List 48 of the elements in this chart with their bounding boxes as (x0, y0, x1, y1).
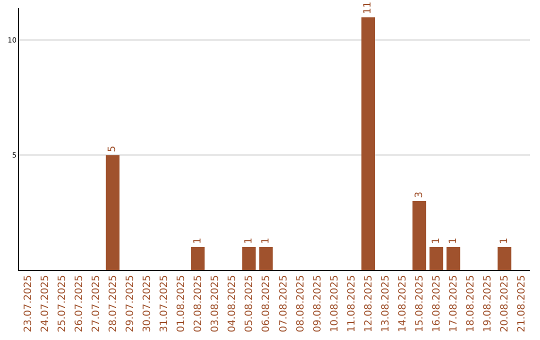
x-tick-label: 21.08.2025 (516, 275, 528, 332)
x-tick-label: 28.07.2025 (108, 275, 119, 332)
x-tick-label: 11.08.2025 (346, 275, 358, 332)
x-tick-label: 06.08.2025 (261, 275, 272, 332)
x-tick-label: 07.08.2025 (278, 275, 290, 332)
x-tick-label: 20.08.2025 (500, 275, 511, 332)
x-tick-label: 13.08.2025 (380, 275, 392, 332)
bar (191, 247, 205, 270)
x-tick-label: 27.07.2025 (90, 275, 102, 332)
data-label: 11 (362, 1, 374, 14)
x-tick-label: 25.07.2025 (56, 275, 68, 332)
bar (361, 17, 375, 270)
data-label: 1 (448, 238, 459, 244)
x-tick-label: 17.08.2025 (448, 275, 460, 332)
bar (412, 201, 426, 270)
bar (259, 247, 273, 270)
bar (498, 247, 512, 270)
x-tick-label: 26.07.2025 (74, 275, 85, 332)
x-tick-label: 01.08.2025 (176, 275, 188, 332)
x-tick-label: 16.08.2025 (432, 275, 443, 332)
x-tick-label: 15.08.2025 (414, 275, 426, 332)
x-tick-label: 14.08.2025 (398, 275, 408, 332)
x-tick-label: 12.08.2025 (363, 275, 374, 332)
x-tick-label: 05.08.2025 (244, 275, 256, 332)
x-tick-label: 10.08.2025 (329, 275, 340, 332)
x-tick-label: 29.07.2025 (124, 275, 136, 332)
data-label: 5 (107, 146, 118, 152)
data-label: 1 (260, 238, 272, 244)
data-label: 1 (498, 238, 510, 244)
bar (106, 155, 120, 270)
x-tick-label: 04.08.2025 (227, 275, 238, 332)
x-tick-label: 31.07.2025 (159, 275, 170, 332)
data-label: 3 (414, 192, 425, 198)
data-label: 1 (243, 238, 254, 244)
x-tick-label: 30.07.2025 (142, 275, 153, 332)
x-tick-label: 09.08.2025 (312, 275, 324, 332)
bar (430, 247, 444, 270)
data-label: 1 (192, 238, 204, 244)
data-label: 1 (430, 238, 442, 244)
x-tick-label: 23.07.2025 (22, 275, 34, 332)
x-tick-label: 19.08.2025 (482, 275, 494, 332)
x-tick-label: 02.08.2025 (193, 275, 204, 332)
x-tick-label: 08.08.2025 (295, 275, 306, 332)
bar (242, 247, 256, 270)
x-tick-label: 18.08.2025 (466, 275, 477, 332)
x-tick-label: 03.08.2025 (210, 275, 222, 332)
x-tick-label: 24.07.2025 (40, 275, 51, 332)
bar (446, 247, 460, 270)
